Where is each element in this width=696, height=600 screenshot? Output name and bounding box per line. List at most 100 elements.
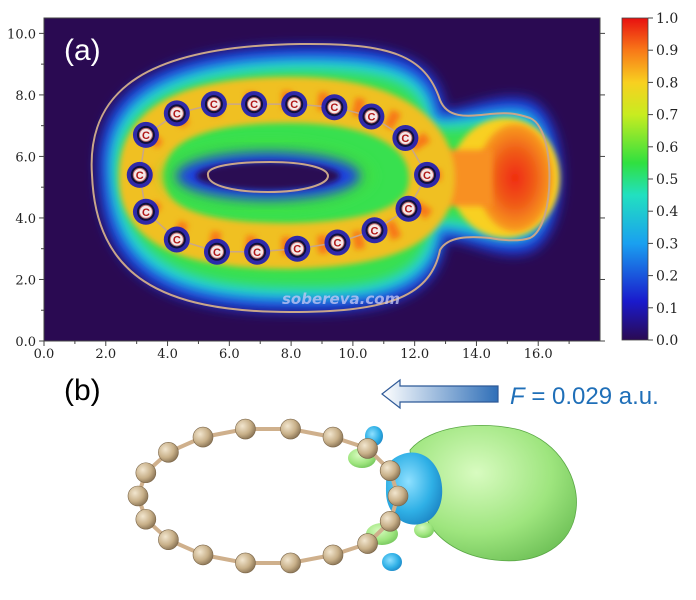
atoms-panel-a: C C C C C C C C C C C C C C C C C C: [126, 91, 441, 265]
atom-label: C: [173, 234, 181, 246]
carbon-atom: C: [324, 229, 351, 256]
atom-label: C: [250, 99, 258, 111]
carbon-atom-3d: [379, 460, 401, 481]
molecule-3d: [127, 418, 577, 574]
carbon-atom: C: [163, 226, 190, 253]
colorbar: 1.0 0.9 0.8 0.7 0.6 0.5 0.4 0.3 0.2 0.1 0.0: [621, 11, 678, 349]
colorbar-gradient: [621, 17, 649, 341]
x-tick-label: 4.0: [157, 347, 178, 362]
carbon-atom-3d: [387, 485, 409, 507]
field-value: = 0.029 a.u.: [525, 383, 659, 410]
carbon-atom-3d: [280, 418, 301, 440]
atom-label: C: [423, 170, 431, 182]
atom-label: C: [136, 170, 144, 182]
colorbar-tick-label: 0.5: [656, 172, 678, 188]
colorbar-tick-label: 0.4: [656, 204, 678, 220]
carbon-atom-3d: [192, 426, 214, 448]
carbon-atom-3d: [235, 552, 256, 574]
carbon-atom-3d: [158, 441, 179, 463]
carbon-atom-3d: [322, 544, 344, 566]
panel-a-label: (a): [64, 34, 101, 67]
carbon-atom: C: [395, 195, 422, 222]
carbon-atom-3d: [280, 552, 301, 574]
colorbar-tick-label: 0.9: [656, 43, 678, 59]
x-axis: 0.0 2.0 4.0 6.0 8.0 10.0 12.0 14.0 16.0: [34, 341, 570, 362]
inner-dark: [196, 162, 340, 190]
atom-label: C: [213, 247, 221, 259]
atom-label: C: [330, 102, 338, 114]
atom-label: C: [371, 225, 379, 237]
panel-b-label: (b): [64, 374, 101, 407]
atom-label: C: [405, 204, 413, 216]
x-tick-label: 10.0: [338, 347, 367, 362]
x-tick-label: 6.0: [219, 347, 240, 362]
carbon-atom: C: [132, 198, 159, 225]
atom-label: C: [293, 244, 301, 256]
carbon-atom-3d: [127, 485, 149, 507]
carbon-atom-3d: [135, 462, 157, 484]
blue-isosurface-bottom: [382, 553, 402, 571]
y-tick-label: 2.0: [15, 273, 36, 288]
atom-label: C: [210, 99, 218, 111]
carbon-atom-3d: [379, 511, 401, 532]
carbon-atom-3d: [357, 533, 378, 554]
carbon-atom: C: [321, 94, 348, 121]
x-tick-label: 14.0: [462, 347, 491, 362]
atom-label: C: [333, 238, 341, 250]
colorbar-tick-label: 0.1: [656, 301, 678, 317]
x-tick-label: 0.0: [34, 347, 55, 362]
carbon-atom-3d: [158, 529, 179, 551]
atom-label: C: [290, 99, 298, 111]
carbon-atom-3d: [192, 544, 214, 566]
y-tick-label: 0.0: [15, 335, 36, 350]
colorbar-ticks: 1.0 0.9 0.8 0.7 0.6 0.5 0.4 0.3 0.2 0.1 0.0: [648, 11, 678, 349]
atom-label: C: [253, 247, 261, 259]
colorbar-tick-label: 1.0: [656, 11, 678, 27]
x-tick-label: 8.0: [281, 347, 302, 362]
carbon-atom: C: [163, 100, 190, 127]
heatmap-plot: C C C C C C C C C C C C C C C C C C sobereva.com (a): [43, 17, 601, 342]
atom-label: C: [401, 133, 409, 145]
colorbar-tick-label: 0.2: [656, 269, 678, 285]
carbon-atom: C: [281, 91, 308, 118]
y-tick-label: 8.0: [15, 89, 36, 104]
colorbar-tick-label: 0.3: [656, 236, 678, 252]
colorbar-tick-label: 0.0: [656, 333, 678, 349]
carbon-atom: C: [358, 103, 385, 130]
carbon-atom-3d: [235, 418, 256, 440]
carbon-atom: C: [284, 235, 311, 262]
carbon-atom: C: [126, 161, 153, 188]
atom-label: C: [142, 130, 150, 142]
y-tick-label: 6.0: [15, 150, 36, 165]
y-tick-label: 4.0: [15, 212, 36, 227]
carbon-atom: C: [414, 161, 441, 188]
carbon-atom: C: [241, 91, 268, 118]
x-tick-label: 16.0: [524, 347, 553, 362]
carbon-atom: C: [392, 124, 419, 151]
green-isosurface-bottom2: [414, 522, 434, 538]
carbon-atom-3d: [135, 508, 157, 530]
atoms-panel-b: [127, 418, 409, 574]
x-tick-label: 12.0: [400, 347, 429, 362]
carbon-atom: C: [132, 121, 159, 148]
watermark: sobereva.com: [282, 290, 400, 308]
outer-contour: [90, 42, 551, 314]
inner-contour: [207, 160, 330, 194]
carbon-atom: C: [200, 91, 227, 118]
field-arrow: [381, 378, 499, 410]
field-symbol: F: [510, 383, 526, 410]
atom-label: C: [367, 111, 375, 123]
field-label: F = 0.029 a.u.: [510, 383, 659, 410]
carbon-atom: C: [203, 238, 230, 265]
carbon-atom: C: [244, 238, 271, 265]
y-axis: 0.0 2.0 4.0 6.0 8.0 10.0: [7, 27, 605, 350]
y-tick-label: 10.0: [7, 27, 36, 42]
carbon-atom-3d: [322, 426, 344, 448]
carbon-atom: C: [361, 217, 388, 244]
colorbar-tick-label: 0.6: [656, 140, 678, 156]
x-tick-label: 2.0: [95, 347, 116, 362]
arrow-shape: [381, 378, 499, 410]
colorbar-tick-label: 0.7: [656, 108, 678, 124]
lobe-red: [477, 124, 553, 232]
